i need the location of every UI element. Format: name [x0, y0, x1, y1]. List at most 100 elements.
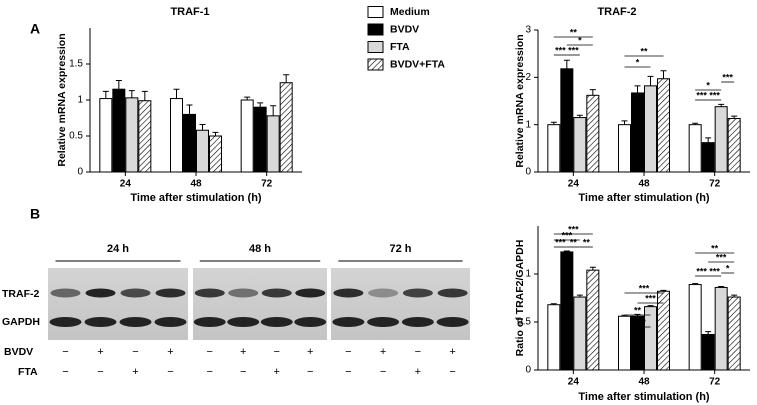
treatment-sign: − — [345, 346, 351, 358]
x-tick-label: 24 — [568, 179, 580, 190]
y-tick-label: 0 — [525, 167, 531, 178]
significance-label: ** — [570, 27, 578, 37]
bar — [701, 142, 715, 173]
bar — [112, 88, 126, 173]
x-tick-label: 48 — [638, 179, 650, 190]
blot-row-label: TRAF-2 — [2, 288, 39, 300]
y-tick-label: 0 — [525, 365, 531, 376]
legend-label: FTA — [390, 41, 410, 53]
x-tick-label: 48 — [638, 377, 650, 388]
bar — [266, 115, 280, 173]
bar — [586, 269, 600, 371]
blot-band — [295, 288, 326, 298]
treatment-sign: + — [167, 346, 173, 358]
treatment-sign: + — [307, 346, 313, 358]
significance-label: *** — [696, 90, 707, 100]
y-axis-title: Relative mRNA expression — [56, 33, 68, 166]
error-bar — [563, 59, 570, 69]
legend-label: Medium — [390, 6, 430, 18]
error-bar — [692, 122, 699, 125]
y-tick-label: 3 — [525, 25, 531, 36]
significance-label: *** — [696, 266, 707, 276]
treatment-sign: − — [307, 366, 313, 378]
legend-swatch — [367, 41, 384, 53]
blot-time-label: 24 h — [107, 243, 129, 255]
treatment-sign: + — [240, 346, 246, 358]
significance-label: ** — [570, 237, 578, 247]
significance-label: * — [578, 35, 582, 45]
blot-band — [367, 317, 400, 327]
error-bar — [563, 250, 570, 252]
bar — [644, 85, 657, 173]
significance-label: *** — [645, 293, 656, 303]
bar — [727, 118, 741, 173]
treatment-sign: − — [62, 346, 68, 358]
blot-band — [294, 317, 327, 327]
bar — [560, 68, 574, 173]
y-tick-label: 1.5 — [69, 59, 83, 70]
legend-label: BVDV+FTA — [390, 58, 445, 70]
legend-swatch — [367, 58, 384, 71]
blot-panel — [193, 268, 327, 340]
y-tick-label: 2 — [525, 72, 531, 83]
treatment-sign: + — [132, 366, 138, 378]
x-axis-title: Time after stimulation (h) — [130, 192, 262, 204]
treatment-sign: + — [380, 346, 386, 358]
error-bar — [212, 131, 219, 136]
treatment-sign: − — [207, 346, 213, 358]
treatment-sign: − — [62, 366, 68, 378]
treatment-sign: − — [132, 346, 138, 358]
bar — [631, 92, 644, 173]
bar — [573, 296, 587, 371]
blot-band — [332, 317, 365, 327]
y-tick-label: 0.5 — [517, 317, 531, 328]
error-bar — [199, 123, 206, 131]
error-bar — [647, 75, 654, 86]
significance-label: ** — [640, 46, 648, 56]
error-bar — [550, 121, 557, 125]
blot-band — [436, 317, 469, 327]
bar — [727, 296, 741, 371]
x-tick-label: 72 — [709, 377, 721, 388]
error-bar — [102, 90, 109, 99]
blot-time-label: 48 h — [249, 243, 271, 255]
blot-band — [333, 288, 364, 298]
bar — [547, 124, 561, 173]
treatment-sign: + — [449, 346, 455, 358]
error-bar — [141, 90, 148, 101]
blot-band — [260, 317, 293, 327]
blot-band — [194, 288, 225, 298]
error-bar — [173, 88, 180, 99]
x-tick-label: 72 — [261, 179, 273, 190]
x-tick-label: 72 — [709, 179, 721, 190]
significance-label: *** — [716, 252, 727, 262]
treatment-sign: − — [240, 366, 246, 378]
treatment-label: BVDV — [4, 346, 33, 358]
error-bar — [257, 102, 264, 108]
blot-band — [402, 288, 433, 298]
blot-band — [49, 317, 82, 327]
bar — [618, 315, 631, 371]
bar — [240, 99, 254, 173]
significance-label: *** — [639, 283, 650, 293]
blot-panel — [331, 268, 470, 340]
x-axis-title: Time after stimulation (h) — [578, 192, 710, 204]
blot-band — [227, 317, 260, 327]
error-bar — [115, 80, 122, 90]
error-bar — [576, 114, 583, 118]
bar — [701, 333, 715, 371]
panel-label: A — [30, 21, 40, 37]
chart-title: TRAF-2 — [597, 6, 636, 18]
blot-band — [193, 317, 226, 327]
bar — [209, 135, 222, 173]
blot-panel — [48, 268, 188, 340]
bar — [547, 304, 561, 371]
bar — [618, 124, 631, 173]
blot-row-label: GAPDH — [2, 316, 40, 328]
treatment-sign: − — [380, 366, 386, 378]
significance-label: *** — [568, 45, 579, 55]
x-tick-label: 48 — [190, 179, 202, 190]
blot-band — [85, 288, 116, 298]
significance-label: * — [636, 57, 640, 67]
